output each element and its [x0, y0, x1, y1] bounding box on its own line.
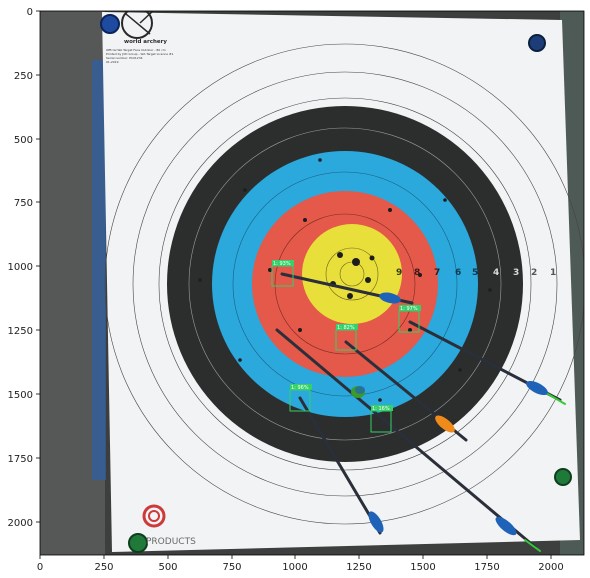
y-tick-label: 0: [27, 7, 33, 18]
ring-red-inner-line: [274, 213, 416, 355]
detection-label: 1: 93%: [273, 261, 291, 267]
arrow-fletching-5: [368, 511, 384, 533]
pin-bottom-left: [128, 533, 148, 553]
ring-number-7: 7: [434, 268, 440, 278]
ring-number-2: 2: [531, 268, 537, 278]
small-print-2: Printed by JVD Group - WA Target Licence…: [106, 52, 173, 56]
y-tick-label: 500: [14, 135, 33, 146]
y-tick-label: 250: [14, 71, 33, 82]
detection-label-bg: [399, 305, 421, 311]
small-print-1: Official WA Target Face Outdoor - 80 cm: [106, 48, 166, 52]
ring-white-2: [132, 71, 558, 497]
detection-label: 1: 16%: [372, 406, 390, 412]
detection-box-5: 1: 16%: [370, 405, 393, 433]
x-axis: 0 250 500 750 1000 1250 1500 1750 2000: [37, 555, 564, 573]
ring-number-5: 5: [472, 268, 478, 278]
arrow-fletching-2: [526, 380, 548, 396]
detection-label: 1: 96%: [291, 385, 309, 391]
arrow-holes: [198, 158, 492, 402]
sponsor-icon: [142, 504, 166, 528]
detections: 1: 93% 1: 97% 1: 82% 1: 96% 1: 16%: [271, 260, 421, 433]
small-print-4: 01-2019: [106, 60, 119, 64]
detection-label-bg: [290, 384, 312, 390]
pin-bottom-right: [554, 468, 572, 486]
ring-number-3: 3: [513, 268, 519, 278]
logo-arrow-icon: [125, 11, 155, 35]
detection-box-2: 1: 97%: [398, 305, 421, 333]
background-blue-strip: [92, 60, 106, 480]
y-axis: 0 250 500 750 1000 1250 1500 1750 2000: [8, 7, 40, 529]
axes-frame: [39, 10, 585, 556]
detection-label-bg: [272, 260, 294, 266]
ring-blue-inner-line: [232, 171, 458, 397]
brand-text: world archery: [124, 39, 167, 45]
x-tick-label: 1750: [474, 562, 499, 573]
arrow-nock-4: [524, 539, 541, 552]
sponsor-logo: PRODUCTS: [142, 504, 196, 547]
x-tick-label: 500: [158, 562, 177, 573]
ring-number-1: 1: [550, 268, 556, 278]
ring-yellow-inner-line: [325, 247, 379, 301]
x-tick-label: 750: [222, 562, 241, 573]
ring-white-1: [104, 43, 584, 525]
arrow-shaft-4: [275, 328, 537, 549]
world-archery-logo: world archery Official WA Target Face Ou…: [106, 11, 173, 64]
x-tick-label: 1250: [346, 562, 371, 573]
detection-box-3: 1: 82%: [335, 324, 358, 351]
photo-area: 9 8 7 6 5 4 3 2 1 world archery Official…: [40, 11, 584, 555]
ring-number-8: 8: [414, 268, 420, 278]
ring-white-3: [158, 97, 532, 471]
ring-number-4: 4: [493, 268, 499, 278]
ring-yellow: [302, 224, 402, 324]
y-tick-label: 1250: [8, 326, 33, 337]
detection-label: 1: 82%: [337, 325, 355, 331]
arrow-fletching-3: [435, 415, 455, 433]
ring-number-6: 6: [455, 268, 461, 278]
logo-target-icon: [121, 11, 153, 39]
detection-box-4: 1: 96%: [289, 384, 312, 412]
y-tick-label: 1750: [8, 454, 33, 465]
detection-label-bg: [371, 405, 393, 411]
arrow-fletching-7: [355, 386, 365, 394]
target-pins: [100, 14, 572, 553]
arrow-shaft-5: [298, 396, 382, 535]
detection-label: 1: 97%: [400, 306, 418, 312]
x-tick-label: 250: [94, 562, 113, 573]
ring-number-9: 9: [396, 268, 402, 278]
y-tick-label: 1500: [8, 390, 33, 401]
pin-top-left: [100, 14, 120, 34]
x-tick-label: 1500: [410, 562, 435, 573]
sponsor-text: PRODUCTS: [146, 537, 196, 547]
arrow-nock-2: [547, 393, 566, 405]
ring-number-labels: 9 8 7 6 5 4 3 2 1: [396, 268, 556, 278]
x-tick-label: 0: [37, 562, 43, 573]
arrows: [275, 272, 566, 552]
arrow-fletching-4: [495, 516, 517, 536]
detection-label-bg: [336, 324, 358, 330]
y-tick-label: 750: [14, 198, 33, 209]
detection-box-1: 1: 93%: [271, 260, 294, 287]
x-tick-label: 1000: [282, 562, 307, 573]
arrow-fletching-1: [379, 292, 401, 304]
pin-top-right: [528, 34, 546, 52]
small-print-3: Serial number: PC01234: [106, 56, 143, 60]
y-tick-label: 2000: [8, 518, 33, 529]
ring-black-inner-line: [188, 127, 502, 441]
y-tick-label: 1000: [8, 262, 33, 273]
x-tick-label: 2000: [538, 562, 563, 573]
